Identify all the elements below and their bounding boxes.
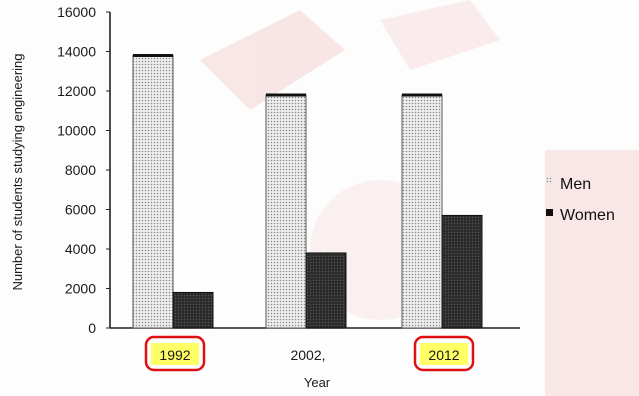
y-tick-label: 2000	[65, 281, 96, 297]
x-tick-label-2002: 2002,	[290, 347, 325, 363]
highlight-circle-2012	[413, 335, 475, 372]
legend-label-men: Men	[560, 176, 591, 193]
bars-group	[132, 53, 483, 329]
x-axis-labels: 1992 2002, 2012	[144, 335, 475, 372]
y-tick-label: 4000	[65, 241, 96, 257]
y-tick-label: 6000	[65, 202, 96, 218]
y-tick-label: 14000	[57, 44, 96, 60]
highlight-circle-1992	[144, 335, 206, 372]
y-axis-ticks: 0 2000 4000 6000 8000 10000 12000 14000 16000	[57, 4, 110, 336]
y-tick-label: 12000	[57, 83, 96, 99]
x-tick-label-1992: 1992	[159, 347, 190, 363]
bar-women-2002	[305, 252, 347, 329]
y-axis-title: Number of students studying engineering	[10, 53, 25, 290]
legend-swatch-men	[546, 177, 553, 184]
y-tick-label: 16000	[57, 4, 96, 20]
y-tick-label: 10000	[57, 123, 96, 139]
x-tick-label-2012: 2012	[428, 347, 459, 363]
bar-men-2002	[265, 94, 307, 329]
bar-women-2012	[441, 214, 483, 329]
legend-swatch-women	[546, 209, 553, 216]
x-axis-title: Year	[304, 375, 331, 390]
bar-women-1992	[172, 291, 214, 329]
bar-men-2012	[401, 94, 443, 329]
highlight-2012	[420, 343, 468, 365]
y-tick-label: 0	[88, 320, 96, 336]
bar-men-1992	[132, 54, 174, 329]
highlight-1992	[151, 343, 199, 365]
legend-label-women: Women	[560, 207, 615, 224]
legend: Men Women	[546, 176, 615, 224]
y-tick-label: 8000	[65, 162, 96, 178]
